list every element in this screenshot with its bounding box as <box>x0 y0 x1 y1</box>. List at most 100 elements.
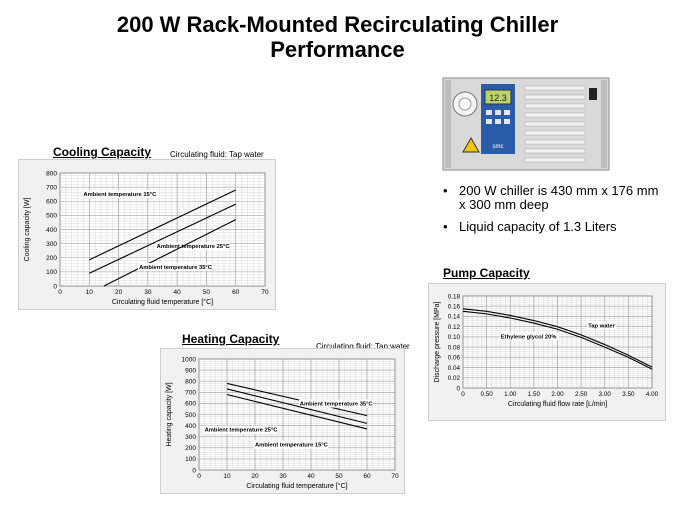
heating-fluid-note: Circulating fluid: Tap water <box>316 342 410 351</box>
pump-series-label-bg-0 <box>587 321 617 330</box>
pump-x-tick-label: 3.00 <box>599 391 612 398</box>
heating-y-axis-label: Heating capacity [W] <box>166 382 173 446</box>
cooling-x-tick-label: 0 <box>58 289 62 296</box>
cooling-x-tick-label: 30 <box>144 289 152 296</box>
pump-y-tick-label: 0.18 <box>448 293 461 300</box>
heating-chart-panel: 0 10 20 30 40 50 60 70 0 100 200 300 400 500 600 700 800… <box>160 348 405 494</box>
heating-capacity-label: Heating Capacity <box>182 332 280 346</box>
pump-y-tick-label: 0.10 <box>448 334 461 341</box>
heating-series-label-bg-2 <box>254 440 328 449</box>
heating-y-tick-label: 400 <box>185 423 196 430</box>
cooling-x-tick-label: 40 <box>174 289 182 296</box>
pump-capacity-chart: 0 0.50 1.00 1.50 2.00 2.50 3.00 3.50 4.00 0 0.02 0.… <box>434 293 659 408</box>
pump-y-tick-label: 0.12 <box>448 324 461 331</box>
cooling-series-line-0 <box>89 189 236 261</box>
pump-x-tick-label: 0.50 <box>480 391 493 398</box>
pump-x-tick-label: 2.50 <box>575 391 588 398</box>
cooling-capacity-label: Cooling Capacity <box>53 145 152 159</box>
cooling-y-tick-label: 700 <box>46 184 57 191</box>
title-line-2: Performance <box>270 37 405 62</box>
pump-x-tick-label: 0 <box>461 391 465 398</box>
heating-x-axis-label: Circulating fluid temperature [°C] <box>246 482 347 490</box>
cooling-series-label-bg-1 <box>155 241 230 250</box>
heating-y-tick-label: 100 <box>185 456 196 463</box>
cooling-y-tick-label: 800 <box>46 170 57 177</box>
pump-series-line-0 <box>462 308 653 368</box>
pump-series-label-0: Tap water <box>588 324 615 330</box>
pump-y-tick-label: 0.08 <box>448 344 461 351</box>
cooling-y-tick-label: 600 <box>46 199 57 206</box>
bullet-liquid-capacity: Liquid capacity of 1.3 Liters <box>443 220 668 235</box>
heating-y-tick-label: 700 <box>185 390 196 397</box>
heating-y-tick-label: 800 <box>185 379 196 386</box>
chiller-photo: 12.3 smc <box>441 74 613 174</box>
heating-x-tick-label: 60 <box>363 473 371 480</box>
heating-capacity-chart: 0 10 20 30 40 50 60 700100200300400500600700800… <box>166 356 399 490</box>
pump-series-label-1: Ethylene glycol 20% <box>501 334 557 340</box>
cooling-x-tick-label: 70 <box>261 289 269 296</box>
page-title: 200 W Rack-Mounted Recirculating Chiller… <box>0 12 675 62</box>
pump-y-tick-label: 0.02 <box>448 375 461 382</box>
cooling-y-tick-label: 300 <box>46 241 57 248</box>
pump-capacity-label: Pump Capacity <box>443 266 530 280</box>
heating-series-label-2: Ambient temperature 15°C <box>255 443 329 449</box>
cooling-series-label-2: Ambient temperature 35°C <box>139 265 213 271</box>
cooling-fluid-note: Circulating fluid: Tap water <box>170 150 264 159</box>
heating-y-tick-label: 1000 <box>182 356 197 363</box>
cooling-x-tick-label: 20 <box>115 289 123 296</box>
heating-series-line-0 <box>226 382 368 417</box>
cooling-y-tick-label: 400 <box>46 227 57 234</box>
cooling-series-label-bg-0 <box>82 190 157 199</box>
heating-series-label-bg-1 <box>203 425 278 434</box>
heating-y-tick-label: 0 <box>192 467 196 474</box>
cooling-series-line-1 <box>89 203 236 274</box>
cooling-chart-panel: 0 10 20 30 40 50 60 70 0 100 200 300 400 500 600 700 800… <box>18 159 276 310</box>
cooling-x-tick-label: 10 <box>86 289 94 296</box>
cooling-series-label-0: Ambient temperature 15°C <box>83 192 157 198</box>
heating-y-tick-label: 600 <box>185 401 196 408</box>
vent-grille <box>524 85 586 163</box>
cooling-series-line-2 <box>103 219 236 287</box>
heating-series-line-1 <box>226 388 368 424</box>
heating-series-label-0: Ambient temperature 35°C <box>300 402 374 408</box>
heating-x-tick-label: 50 <box>335 473 343 480</box>
cooling-series-label-1: Ambient temperature 25°C <box>157 244 231 250</box>
heating-series-line-2 <box>226 393 368 430</box>
heating-series-label-bg-0 <box>298 399 373 408</box>
heating-series-label-1: Ambient temperature 25°C <box>205 428 279 434</box>
heating-y-tick-label: 300 <box>185 434 196 441</box>
pump-series-line-1 <box>462 310 653 370</box>
pump-y-tick-label: 0.14 <box>448 314 461 321</box>
pump-x-tick-label: 3.50 <box>622 391 635 398</box>
heating-x-tick-label: 0 <box>197 473 201 480</box>
photo-display-value: 12.3 <box>489 93 507 103</box>
pump-y-tick-label: 0.06 <box>448 355 461 362</box>
pump-y-tick-label: 0 <box>456 385 460 392</box>
spec-bullet-list: 200 W chiller is 430 mm x 176 mm x 300 m… <box>443 184 668 242</box>
photo-brand: smc <box>493 144 504 150</box>
pump-y-tick-label: 0.16 <box>448 304 461 311</box>
heating-x-tick-label: 20 <box>251 473 259 480</box>
heating-x-tick-label: 40 <box>307 473 315 480</box>
pump-y-tick-label: 0.04 <box>448 365 461 372</box>
cooling-x-tick-label: 60 <box>232 289 240 296</box>
cooling-x-tick-label: 50 <box>203 289 211 296</box>
title-line-1: 200 W Rack-Mounted Recirculating Chiller <box>116 12 559 37</box>
heating-x-tick-label: 10 <box>223 473 231 480</box>
pump-x-tick-label: 1.00 <box>504 391 517 398</box>
pump-y-axis-label: Discharge pressure [MPa] <box>434 301 441 382</box>
cooling-y-tick-label: 500 <box>46 213 57 220</box>
pump-x-axis-label: Circulating fluid flow rate [L/min] <box>508 401 607 408</box>
cooling-y-tick-label: 100 <box>46 269 57 276</box>
heating-x-tick-label: 30 <box>279 473 287 480</box>
cooling-capacity-chart: 0 10 20 30 40 50 60 700100200300400500600700800… <box>24 170 269 306</box>
cooling-y-axis-label: Cooling capacity [W] <box>24 198 31 262</box>
chiller-illustration: 12.3 smc <box>441 74 613 174</box>
pump-chart-panel: 0 0.50 1.00 1.50 2.00 2.50 3.00 3.50 4.00 0 0.02 0.… <box>428 283 666 421</box>
pump-x-tick-label: 4.00 <box>646 391 659 398</box>
pump-series-label-bg-1 <box>499 332 559 341</box>
pump-x-tick-label: 1.50 <box>528 391 541 398</box>
cooling-x-axis-label: Circulating fluid temperature [°C] <box>112 298 213 306</box>
cooling-y-tick-label: 200 <box>46 255 57 262</box>
heating-y-tick-label: 900 <box>185 367 196 374</box>
